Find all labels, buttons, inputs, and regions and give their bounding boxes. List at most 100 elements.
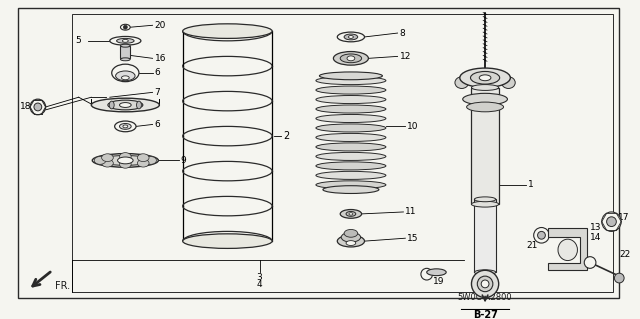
Text: 20: 20 <box>154 21 166 30</box>
Text: 6: 6 <box>154 68 160 78</box>
Ellipse shape <box>316 133 386 142</box>
Circle shape <box>538 231 545 239</box>
Ellipse shape <box>340 210 362 218</box>
Ellipse shape <box>348 35 353 38</box>
Text: 13: 13 <box>590 223 602 232</box>
Ellipse shape <box>346 241 356 246</box>
Text: 16: 16 <box>154 54 166 63</box>
Ellipse shape <box>110 36 141 45</box>
Ellipse shape <box>92 98 159 112</box>
Ellipse shape <box>467 102 504 112</box>
Ellipse shape <box>474 197 496 202</box>
Ellipse shape <box>470 71 500 84</box>
Circle shape <box>34 103 42 111</box>
Ellipse shape <box>92 154 159 167</box>
Ellipse shape <box>479 75 491 81</box>
Ellipse shape <box>145 157 156 164</box>
Ellipse shape <box>112 64 139 82</box>
Text: 19: 19 <box>433 278 444 286</box>
Text: 11: 11 <box>405 207 417 217</box>
Circle shape <box>607 217 616 226</box>
Ellipse shape <box>316 171 386 179</box>
Bar <box>120 46 130 58</box>
Text: 21: 21 <box>526 241 538 249</box>
Text: 10: 10 <box>407 122 419 131</box>
Text: FR.: FR. <box>55 281 70 291</box>
Ellipse shape <box>341 232 360 242</box>
Text: 5W0C-R2800: 5W0C-R2800 <box>458 293 513 302</box>
Ellipse shape <box>337 32 365 42</box>
Circle shape <box>534 227 549 243</box>
Ellipse shape <box>474 270 496 275</box>
Polygon shape <box>548 228 587 270</box>
Ellipse shape <box>472 85 499 90</box>
Circle shape <box>421 268 433 280</box>
Ellipse shape <box>502 77 515 88</box>
Ellipse shape <box>108 100 143 110</box>
Text: 7: 7 <box>154 88 160 97</box>
Ellipse shape <box>109 101 114 109</box>
Text: 18: 18 <box>20 102 32 111</box>
Text: 9: 9 <box>180 156 186 165</box>
Ellipse shape <box>463 93 508 105</box>
Circle shape <box>472 270 499 298</box>
Text: 5: 5 <box>75 36 81 45</box>
Ellipse shape <box>472 201 499 207</box>
Text: 15: 15 <box>407 234 419 243</box>
Circle shape <box>30 99 45 115</box>
Text: 2: 2 <box>283 131 289 141</box>
Ellipse shape <box>316 95 386 104</box>
Ellipse shape <box>349 213 353 215</box>
Ellipse shape <box>120 44 130 47</box>
Ellipse shape <box>102 154 113 161</box>
Ellipse shape <box>116 38 134 43</box>
Text: 1: 1 <box>528 180 534 189</box>
Ellipse shape <box>427 269 446 276</box>
Ellipse shape <box>344 34 358 40</box>
Ellipse shape <box>455 77 468 88</box>
Ellipse shape <box>344 229 358 237</box>
Ellipse shape <box>120 103 131 108</box>
Text: 6: 6 <box>154 120 160 129</box>
Circle shape <box>614 273 624 283</box>
Ellipse shape <box>316 77 386 85</box>
Ellipse shape <box>120 24 130 30</box>
Ellipse shape <box>118 157 133 164</box>
Circle shape <box>481 280 489 288</box>
Text: B-27: B-27 <box>473 310 497 319</box>
Ellipse shape <box>182 234 272 249</box>
Text: 17: 17 <box>618 213 630 222</box>
Circle shape <box>477 276 493 292</box>
Ellipse shape <box>319 72 383 80</box>
Ellipse shape <box>340 54 362 63</box>
Ellipse shape <box>123 125 128 128</box>
Ellipse shape <box>347 56 355 61</box>
Circle shape <box>602 212 621 231</box>
Bar <box>472 87 499 204</box>
Ellipse shape <box>316 124 386 132</box>
Text: 14: 14 <box>590 233 602 242</box>
Ellipse shape <box>120 153 131 160</box>
Ellipse shape <box>116 71 135 81</box>
Ellipse shape <box>333 52 369 65</box>
Text: 8: 8 <box>399 29 405 38</box>
Ellipse shape <box>316 162 386 170</box>
Text: 22: 22 <box>620 250 630 259</box>
Ellipse shape <box>96 156 154 165</box>
Circle shape <box>124 25 127 29</box>
Ellipse shape <box>460 68 510 87</box>
Ellipse shape <box>120 58 130 61</box>
Ellipse shape <box>316 86 386 94</box>
Circle shape <box>584 257 596 268</box>
Ellipse shape <box>138 154 149 161</box>
Ellipse shape <box>136 101 141 109</box>
Ellipse shape <box>316 115 386 122</box>
Text: 3: 3 <box>257 273 262 282</box>
Text: 4: 4 <box>257 280 262 289</box>
Ellipse shape <box>323 186 379 194</box>
Ellipse shape <box>182 24 272 38</box>
Bar <box>72 14 613 292</box>
Ellipse shape <box>138 159 149 167</box>
Text: 12: 12 <box>399 52 411 61</box>
Ellipse shape <box>316 143 386 151</box>
